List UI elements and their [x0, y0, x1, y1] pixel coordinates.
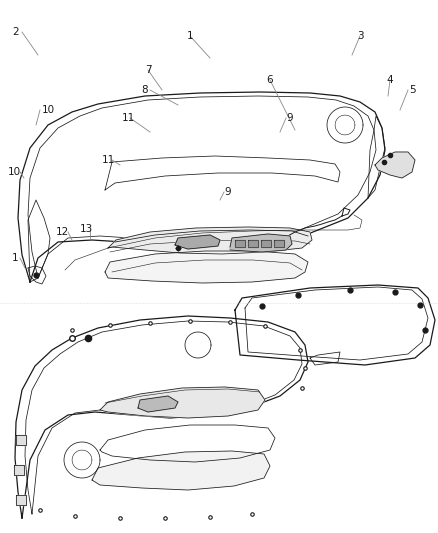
Polygon shape: [100, 387, 265, 418]
Text: 10: 10: [42, 105, 55, 115]
Text: 3: 3: [357, 31, 363, 41]
Polygon shape: [92, 451, 270, 490]
Text: 9: 9: [287, 113, 293, 123]
Text: 7: 7: [145, 65, 151, 75]
Polygon shape: [105, 251, 308, 283]
Text: 8: 8: [141, 85, 148, 95]
Polygon shape: [261, 240, 271, 247]
Text: 11: 11: [101, 155, 115, 165]
Text: 12: 12: [55, 227, 69, 237]
Polygon shape: [375, 152, 415, 178]
Polygon shape: [274, 240, 284, 247]
Text: 10: 10: [7, 167, 21, 177]
Polygon shape: [248, 240, 258, 247]
Polygon shape: [14, 465, 24, 475]
Polygon shape: [16, 435, 26, 445]
Polygon shape: [175, 235, 220, 249]
Text: 1: 1: [187, 31, 193, 41]
Polygon shape: [235, 240, 245, 247]
Text: 13: 13: [79, 224, 92, 234]
Polygon shape: [16, 495, 26, 505]
Text: 1: 1: [12, 253, 18, 263]
Polygon shape: [230, 234, 292, 252]
Text: 6: 6: [267, 75, 273, 85]
Text: 4: 4: [387, 75, 393, 85]
Polygon shape: [108, 227, 312, 254]
Text: 5: 5: [409, 85, 415, 95]
Polygon shape: [138, 396, 178, 412]
Text: 9: 9: [225, 187, 231, 197]
Text: 11: 11: [121, 113, 134, 123]
Text: 2: 2: [13, 27, 19, 37]
